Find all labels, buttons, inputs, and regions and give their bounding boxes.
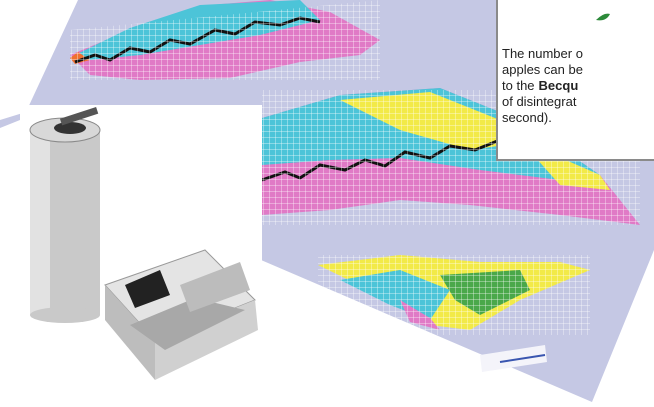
lower-band xyxy=(318,255,590,335)
caption-bold-term: Becqu xyxy=(539,78,579,93)
caption-text: to the xyxy=(502,78,535,93)
cylinder-highlight xyxy=(30,130,50,315)
page: {"caption": {"line1": "The number o", "l… xyxy=(0,0,654,407)
pixel-grid xyxy=(318,255,590,335)
caption-line: apples can be xyxy=(502,62,583,77)
caption-line: to the Becqu xyxy=(502,78,578,93)
screenshot: The number o apples can be to the Becqu o… xyxy=(0,0,654,407)
caption-line: second). xyxy=(502,110,552,125)
caption-box: The number o apples can be to the Becqu o… xyxy=(497,0,654,160)
cylinder-base xyxy=(30,307,100,323)
cylinder-lid xyxy=(54,122,86,134)
caption-line: The number o xyxy=(502,46,583,61)
device-photo xyxy=(0,105,262,407)
caption-line: of disintegrat xyxy=(502,94,577,109)
body: The number o apples can be to the Becqu o… xyxy=(0,0,654,407)
